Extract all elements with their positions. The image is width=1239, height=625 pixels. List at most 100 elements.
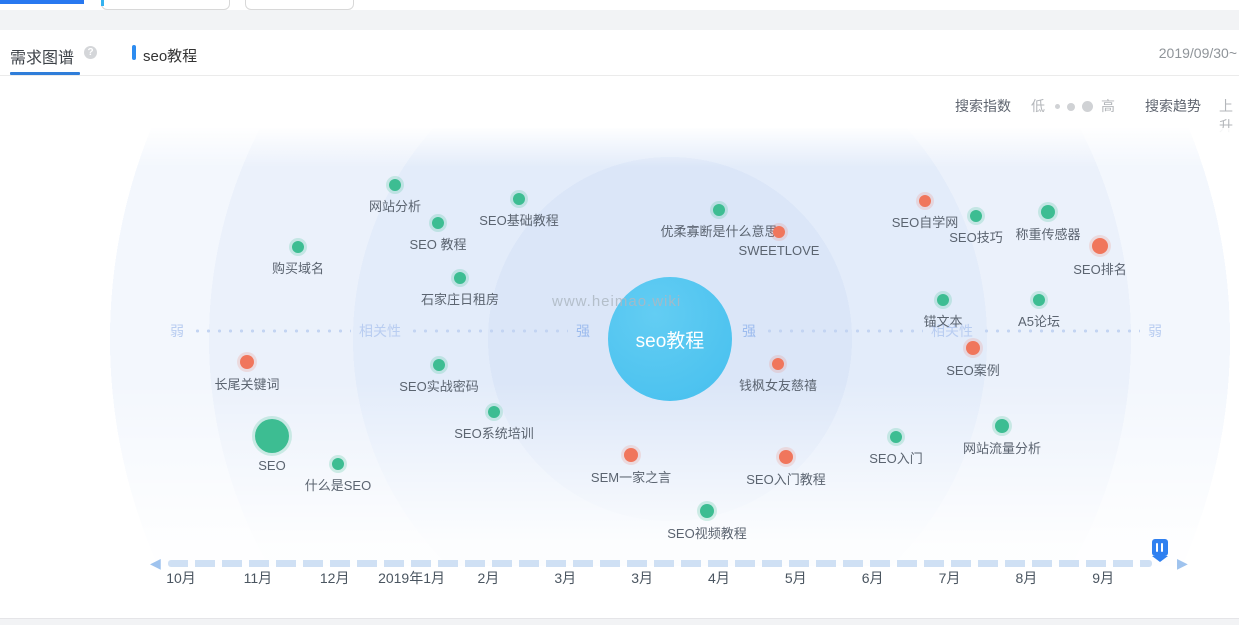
bottom-divider-strip [0,618,1239,625]
bubble-dot[interactable] [433,359,445,371]
center-keyword-bubble[interactable]: seo教程 [608,277,732,401]
bubble-label: A5论坛 [1018,314,1060,329]
timeline-prev-icon[interactable]: ◀ [150,555,161,571]
bubble-label: SEO实战密码 [399,379,479,394]
bubble-dot[interactable] [890,431,902,443]
bubble-dot[interactable] [240,355,254,369]
active-tab-indicator [0,0,84,4]
bubble-dot[interactable] [1033,294,1045,306]
bubble-label: 长尾关键词 [214,377,280,392]
timeline-month-label: 3月 [554,570,577,586]
bubble-dot[interactable] [995,419,1009,433]
timeline-month-label: 6月 [861,570,884,586]
bubble-label: SEO 教程 [409,237,467,252]
timeline-slider-handle[interactable] [1152,539,1168,562]
bubble-label: SEO基础教程 [479,213,559,228]
browser-tab-remnant[interactable] [101,0,230,10]
bubble-label: 钱枫女友慈禧 [738,378,818,393]
bubble-dot[interactable] [773,226,785,238]
timeline-month-label: 5月 [784,570,807,586]
axis-dots [409,329,568,333]
browser-chrome-strip [0,0,1239,30]
card-header: 需求图谱 ? seo教程 2019/09/30~ [0,30,1239,76]
axis-weak-right: 弱 [1148,323,1162,339]
bubble-dot[interactable] [255,419,289,453]
bubble-dot[interactable] [919,195,931,207]
bubble-dot[interactable] [970,210,982,222]
bubble-dot[interactable] [966,341,980,355]
bubble-label: SEO自学网 [891,215,959,230]
favicon-fragment [101,0,104,6]
timeline-track[interactable] [168,560,1152,567]
bubble-dot[interactable] [432,217,444,229]
bubble-dot[interactable] [624,448,638,462]
bubble-label: 网站分析 [368,199,422,214]
help-icon[interactable]: ? [84,46,97,59]
bubble-label: 网站流量分析 [962,441,1042,456]
search-trend-legend-label: 搜索趋势 [1145,98,1201,114]
axis-relevance-left: 相关性 [359,323,401,339]
axis-strong-left: 强 [576,323,590,339]
bubble-dot[interactable] [513,193,525,205]
bubble-label: SEO视频教程 [667,526,747,541]
bubble-dot[interactable] [332,458,344,470]
timeline-month-label: 12月 [319,570,350,586]
bubble-label: SEO排名 [1073,262,1127,277]
bubble-dot[interactable] [772,358,784,370]
bubble-dot[interactable] [389,179,401,191]
bubble-dot[interactable] [292,241,304,253]
bubble-label: SEO [258,458,286,473]
bubble-dot[interactable] [779,450,793,464]
timeline-month-label: 10月 [166,570,196,586]
bubble-dot[interactable] [1041,205,1055,219]
axis-weak-left: 弱 [170,323,184,339]
timeline-month-label: 11月 [243,570,273,586]
bubble-label: 什么是SEO [304,478,372,493]
size-dot-medium-icon [1067,103,1075,111]
bubble-label: 优柔寡断是什么意思 [660,224,778,239]
bubble-label: 购买域名 [271,261,325,276]
bubble-dot[interactable] [700,504,714,518]
axis-relevance-right: 相关性 [931,323,973,339]
browser-tab-remnant-2[interactable] [245,0,354,10]
bubble-label: SEM一家之言 [590,470,672,485]
bubble-label: SEO入门 [869,451,923,466]
timeline-month-label: 2019年1月 [378,570,446,586]
bubble-dot[interactable] [937,294,949,306]
date-range: 2019/09/30~ [1158,45,1237,61]
timeline: ◀ ▶ 10月 11月 12月 2019年1月 2月 3月 3月 4月 5月 6月 7月 8月 9月 [0,530,1239,590]
bubble-dot[interactable] [713,204,725,216]
current-keyword: seo教程 [143,48,198,65]
timeline-month-label: 9月 [1092,570,1115,586]
bubble-label: 石家庄日租房 [420,292,500,307]
watermark: www.heimao.wiki [552,293,682,310]
timeline-month-label: 7月 [938,570,961,586]
chart-legend: 搜索指数 低 高 搜索趋势 上升 [0,96,1239,134]
bubble-label: SEO技巧 [949,230,1003,245]
bubble-label: SWEETLOVE [738,243,820,258]
keyword-marker [132,45,136,60]
bubble-label: 称重传感器 [1015,227,1081,242]
legend-high-label: 高 [1101,98,1115,114]
timeline-next-icon[interactable]: ▶ [1177,555,1188,571]
axis-dots [764,329,923,333]
demand-graph-card: 需求图谱 ? seo教程 2019/09/30~ 搜索指数 低 高 搜索趋势 上… [0,30,1239,619]
timeline-month-label: 2月 [477,570,500,586]
bubble-label: 锚文本 [923,314,963,329]
bubble-dot[interactable] [488,406,500,418]
active-tab-underline [10,72,80,75]
timeline-month-label: 4月 [708,570,730,586]
bubble-dot[interactable] [1092,238,1108,254]
timeline-months: 10月 11月 12月 2019年1月 2月 3月 3月 4月 5月 6月 7月 8月 9月 [0,568,1239,588]
search-index-legend-label: 搜索指数 [955,98,1011,114]
bubble-label: SEO系统培训 [454,426,534,441]
toolbar-strip [0,10,1239,30]
bubble-label: SEO入门教程 [746,472,826,487]
relevance-axis: 弱 相关性 强 强 相关性 弱 [170,322,1162,340]
size-dot-small-icon [1055,104,1060,109]
legend-low-label: 低 [1031,98,1045,114]
bubble-dot[interactable] [454,272,466,284]
tab-demand-graph[interactable]: 需求图谱 [10,50,75,67]
axis-dots [192,329,351,333]
